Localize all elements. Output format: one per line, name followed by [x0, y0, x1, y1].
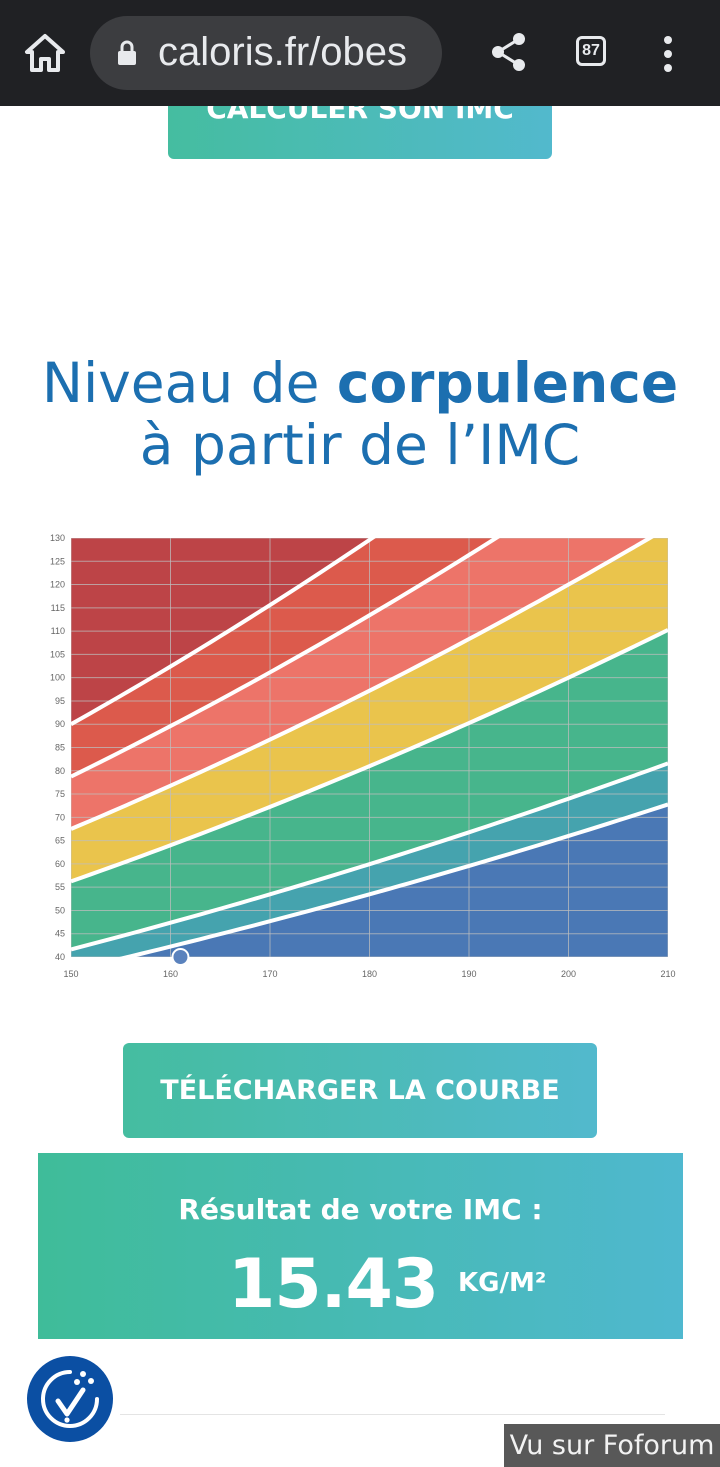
- y-tick-label: 55: [55, 882, 65, 892]
- bmi-boundary-curve: [71, 538, 376, 726]
- bmi-band-1: [71, 763, 668, 957]
- tab-switcher-button[interactable]: 87: [576, 36, 606, 66]
- y-tick-label: 40: [55, 952, 65, 962]
- title-bold: corpulence: [336, 351, 679, 415]
- share-icon[interactable]: [487, 30, 531, 74]
- y-tick-label: 130: [50, 533, 65, 543]
- more-menu-icon[interactable]: [658, 34, 678, 74]
- x-tick-label: 210: [660, 969, 675, 979]
- bmi-marker: [171, 948, 190, 966]
- y-tick-label: 105: [50, 649, 65, 659]
- y-tick-label: 125: [50, 556, 65, 566]
- footer-divider: [120, 1414, 665, 1415]
- bmi-boundary-curve: [71, 761, 668, 952]
- page-title: Niveau de corpulence à partir de l’IMC: [0, 352, 720, 476]
- title-prefix: Niveau de: [41, 351, 337, 415]
- result-value: 15.43: [228, 1245, 439, 1324]
- y-tick-label: 90: [55, 719, 65, 729]
- result-unit: KG/M²: [458, 1268, 547, 1298]
- url-text: caloris.fr/obes: [158, 30, 407, 74]
- y-tick-label: 85: [55, 743, 65, 753]
- download-curve-button[interactable]: TÉLÉCHARGER LA COURBE: [123, 1043, 597, 1138]
- title-line-1: Niveau de corpulence: [0, 352, 720, 414]
- x-tick-label: 180: [362, 969, 377, 979]
- address-bar[interactable]: caloris.fr/obes: [90, 16, 442, 90]
- y-tick-label: 65: [55, 836, 65, 846]
- y-tick-label: 80: [55, 766, 65, 776]
- x-tick-label: 200: [561, 969, 576, 979]
- x-tick-label: 190: [461, 969, 476, 979]
- title-line-2: à partir de l’IMC: [139, 413, 581, 477]
- y-tick-label: 50: [55, 905, 65, 915]
- bmi-boundary-curve: [71, 538, 500, 779]
- bmi-result-panel: Résultat de votre IMC : 15.43 KG/M²: [38, 1153, 683, 1339]
- y-tick-label: 100: [50, 673, 65, 683]
- accessibility-icon: [41, 1370, 99, 1428]
- bmi-band-0: [127, 804, 668, 957]
- bmi-band-5: [71, 538, 497, 777]
- watermark: Vu sur Foforum: [504, 1424, 720, 1467]
- browser-toolbar: caloris.fr/obes 87: [0, 0, 720, 106]
- bmi-chart: 40 45 50 55 60 65 70 75 80 85 90 95 100 105 110 115 120 1…: [50, 533, 676, 979]
- y-tick-label: 60: [55, 859, 65, 869]
- result-label: Résultat de votre IMC :: [178, 1193, 543, 1226]
- y-tick-label: 70: [55, 812, 65, 822]
- y-tick-label: 115: [51, 603, 65, 613]
- bmi-boundary-curve: [71, 628, 668, 884]
- y-tick-label: 110: [51, 626, 65, 636]
- y-tick-label: 120: [50, 580, 65, 590]
- tab-count: 87: [582, 42, 600, 59]
- plot-area: [71, 538, 668, 957]
- y-tick-label: 95: [55, 696, 65, 706]
- bmi-boundary-curve: [119, 802, 668, 957]
- x-tick-label: 170: [262, 969, 277, 979]
- download-curve-label: TÉLÉCHARGER LA COURBE: [160, 1075, 560, 1106]
- x-tick-label: 150: [63, 969, 78, 979]
- bmi-boundary-curve: [71, 538, 654, 831]
- bmi-band-4: [71, 538, 650, 829]
- y-tick-label: 45: [55, 929, 65, 939]
- x-tick-label: 160: [163, 969, 178, 979]
- y-tick-label: 75: [55, 789, 65, 799]
- accessibility-button[interactable]: [27, 1356, 113, 1442]
- home-icon[interactable]: [22, 30, 68, 76]
- lock-icon: [118, 40, 136, 65]
